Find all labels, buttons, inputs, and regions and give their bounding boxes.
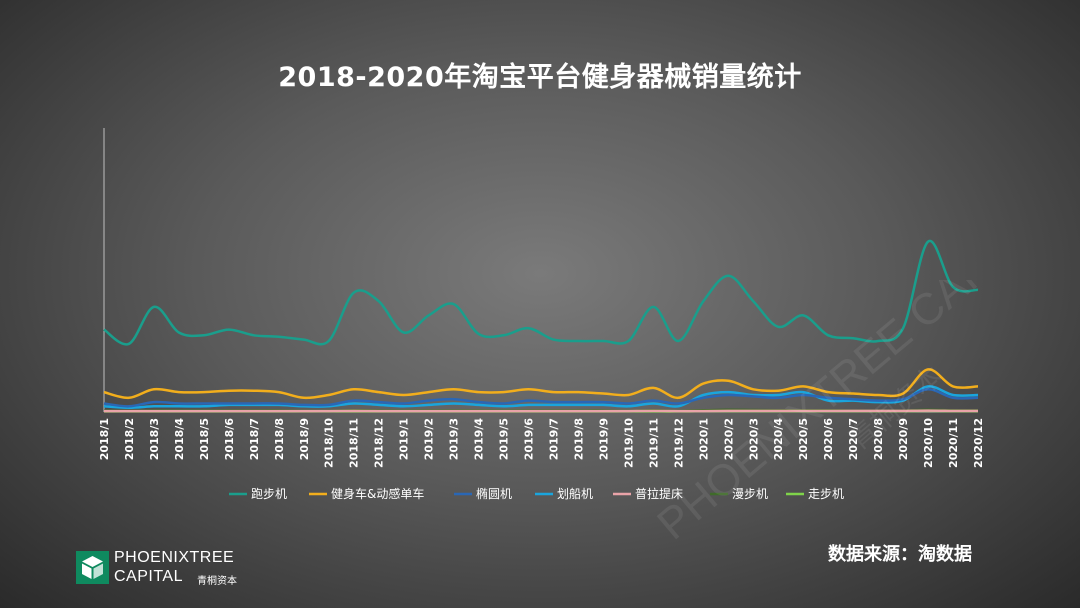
x-tick-label: 2019/5 xyxy=(498,418,511,460)
x-tick-label: 2018/5 xyxy=(198,418,211,460)
x-tick-label: 2020/10 xyxy=(922,418,935,468)
x-tick-label: 2018/8 xyxy=(273,418,286,460)
x-tick-label: 2019/8 xyxy=(572,418,585,460)
legend-entry-2: 椭圆机 xyxy=(454,486,512,501)
legend-label: 跑步机 xyxy=(251,487,287,501)
legend-entry-3: 划船机 xyxy=(535,487,593,501)
legend-label: 走步机 xyxy=(808,487,844,501)
x-tick-label: 2018/9 xyxy=(298,418,311,460)
series-line-3 xyxy=(103,385,979,409)
x-tick-label: 2020/5 xyxy=(797,418,810,460)
x-tick-label: 2020/3 xyxy=(747,418,760,460)
company-logo: PHOENIXTREE CAPITAL 青桐资本 xyxy=(76,549,266,591)
legend-entry-6: 走步机 xyxy=(786,487,844,501)
data-source-note: 数据来源：淘数据 xyxy=(828,544,972,565)
series-line-0 xyxy=(103,239,979,346)
x-tick-label: 2020/7 xyxy=(847,418,860,460)
x-tick-label: 2018/3 xyxy=(148,418,161,460)
x-tick-label: 2019/6 xyxy=(523,418,536,461)
x-tick-label: 2019/4 xyxy=(473,418,486,461)
logo-mark-icon xyxy=(76,551,109,584)
x-tick-label: 2020/6 xyxy=(822,418,835,461)
series-line-1 xyxy=(103,368,979,400)
x-tick-label: 2019/2 xyxy=(423,418,436,460)
x-tick-label: 2020/12 xyxy=(972,418,985,468)
chart-title: 2018-2020年淘宝平台健身器械销量统计 xyxy=(278,62,802,93)
logo-name: PHOENIXTREE xyxy=(114,549,235,566)
watermark-text: PHOENIXTREE CAPITAL xyxy=(648,280,1020,549)
x-tick-label: 2020/1 xyxy=(697,418,710,460)
x-tick-label: 2018/10 xyxy=(323,418,336,468)
x-tick-label: 2018/7 xyxy=(248,418,261,460)
series-line-2 xyxy=(103,388,979,408)
x-tick-label: 2018/1 xyxy=(98,418,111,460)
x-tick-label: 2019/9 xyxy=(597,418,610,460)
legend-entry-0: 跑步机 xyxy=(229,487,287,501)
logo-capital: CAPITAL xyxy=(114,568,183,585)
legend-label: 普拉提床 xyxy=(635,486,683,501)
x-tick-label: 2020/8 xyxy=(872,418,885,460)
x-tick-label: 2018/6 xyxy=(223,418,236,461)
legend-label: 健身车&动感单车 xyxy=(331,486,424,501)
x-tick-label: 2018/12 xyxy=(373,418,386,468)
series-line-4 xyxy=(103,409,978,413)
legend-label: 划船机 xyxy=(557,487,593,501)
x-tick-label: 2020/9 xyxy=(897,418,910,460)
legend-label: 漫步机 xyxy=(732,487,768,501)
watermark: PHOENIXTREE CAPITAL 青桐资本 xyxy=(648,280,1020,549)
x-tick-label: 2019/3 xyxy=(448,418,461,460)
x-tick-label: 2019/12 xyxy=(672,418,685,468)
x-tick-label: 2018/4 xyxy=(173,418,186,461)
legend-entry-4: 普拉提床 xyxy=(613,486,683,501)
x-tick-label: 2019/11 xyxy=(647,418,660,468)
x-tick-label: 2018/11 xyxy=(348,418,361,468)
logo-cn: 青桐资本 xyxy=(197,576,237,587)
x-tick-label: 2019/7 xyxy=(547,418,560,460)
legend-entry-1: 健身车&动感单车 xyxy=(309,486,424,501)
x-tick-label: 2019/1 xyxy=(398,418,411,460)
x-tick-label: 2020/4 xyxy=(772,418,785,461)
x-tick-label: 2020/11 xyxy=(947,418,960,468)
legend-label: 椭圆机 xyxy=(476,486,512,501)
x-tick-label: 2019/10 xyxy=(622,418,635,468)
legend-entry-5: 漫步机 xyxy=(710,487,768,501)
x-tick-label: 2020/2 xyxy=(722,418,735,460)
x-tick-label: 2018/2 xyxy=(123,418,136,460)
